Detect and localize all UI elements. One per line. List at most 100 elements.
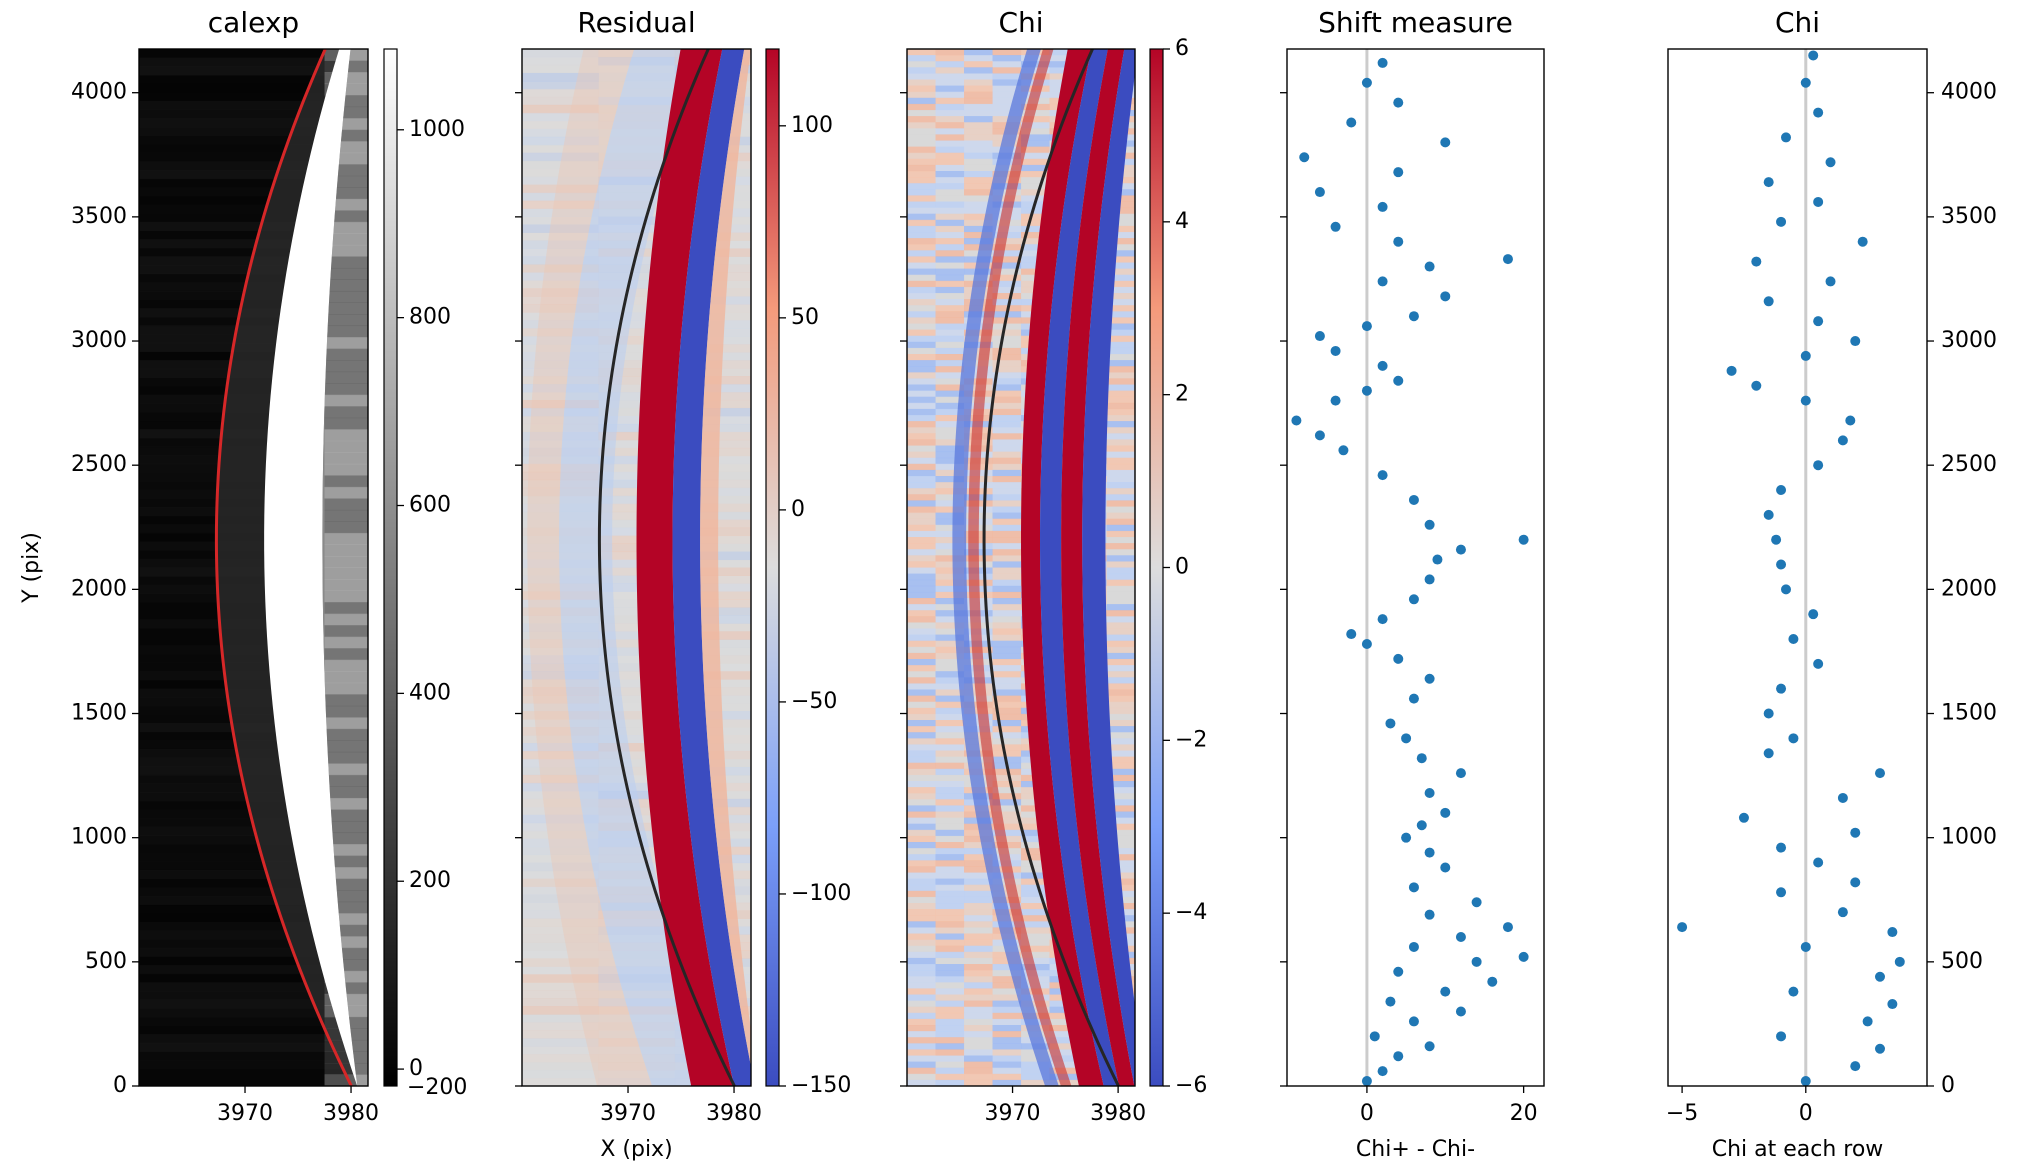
image-row: [139, 144, 368, 154]
image-pixel-row: [992, 811, 1022, 819]
y-tick-label: 2000: [1941, 576, 1997, 601]
colorbar-tick-label: 400: [409, 680, 451, 705]
image-pixel-row: [1021, 842, 1050, 849]
image-pixel-row: [598, 711, 676, 720]
image-row: [139, 187, 368, 197]
image-pixel-row: [907, 1049, 936, 1056]
image-pixel-row: [992, 713, 1022, 721]
image-pixel-row: [935, 433, 965, 440]
colorbar-tick-label: 1000: [409, 117, 465, 142]
image-pixel-row: [522, 360, 599, 369]
image-pixel-row: [935, 500, 965, 507]
image-pixel-row: [964, 91, 993, 99]
plot-area: [522, 49, 751, 1086]
image-pixel-row: [992, 579, 1022, 587]
image-pixel-row: [935, 61, 965, 68]
image-pixel-row: [907, 286, 936, 294]
image-pixel-row: [907, 177, 936, 184]
image-pixel-row: [1106, 402, 1135, 410]
image-pixel-row: [1049, 1018, 1079, 1026]
image-pixel-row: [522, 192, 599, 202]
image-pixel-row: [935, 896, 965, 904]
image-pixel-row: [935, 726, 965, 733]
image-pixel-row: [907, 726, 936, 733]
image-pixel-row: [598, 392, 676, 401]
image-pixel-row: [1049, 1031, 1079, 1038]
image-pixel-row: [964, 860, 993, 867]
image-pixel-row: [907, 994, 936, 1002]
image-pixel-row: [935, 872, 965, 880]
image-pixel-row: [935, 573, 965, 581]
image-pixel-row: [992, 280, 1022, 288]
image-pixel-row: [907, 201, 936, 209]
image-pixel-row: [907, 829, 936, 837]
image-pixel-row: [598, 679, 676, 688]
image-pixel-row: [907, 372, 936, 379]
image-row: [324, 360, 368, 373]
image-pixel-row: [992, 738, 1022, 745]
image-pixel-row: [598, 423, 676, 433]
image-pixel-row: [935, 567, 965, 575]
image-pixel-row: [992, 268, 1022, 276]
image-pixel-row: [1021, 238, 1050, 245]
image-pixel-row: [1106, 408, 1135, 416]
image-pixel-row: [598, 583, 676, 592]
scatter-point: [1299, 152, 1310, 163]
image-pixel-row: [907, 55, 936, 62]
image-pixel-row: [522, 1014, 599, 1023]
image-pixel-row: [992, 469, 1022, 477]
image-pixel-row: [1021, 823, 1050, 831]
image-pixel-row: [1021, 884, 1050, 892]
image-row: [139, 135, 368, 145]
image-pixel-row: [1106, 311, 1135, 318]
image-pixel-row: [992, 476, 1022, 483]
image-pixel-row: [1106, 305, 1135, 312]
image-pixel-row: [907, 768, 936, 776]
image-pixel-row: [1106, 451, 1135, 459]
trace-curve: [214, 49, 353, 1086]
image-pixel-row: [522, 288, 599, 297]
image-pixel-row: [935, 110, 965, 117]
image-pixel-row: [935, 49, 965, 56]
image-pixel-row: [935, 793, 965, 800]
image-pixel-row: [907, 482, 936, 489]
image-pixel-row: [522, 623, 599, 632]
image-pixel-row: [1106, 842, 1135, 849]
image-pixel-row: [935, 982, 965, 989]
scatter-point: [1850, 827, 1861, 838]
image-pixel-row: [1021, 903, 1050, 910]
image-pixel-row: [992, 110, 1022, 117]
image-pixel-row: [964, 976, 993, 983]
trace-curve: [597, 49, 736, 1086]
image-pixel-row: [935, 524, 965, 532]
colorbar-tick-label: −6: [1175, 1073, 1207, 1098]
image-pixel-row: [964, 73, 993, 80]
scatter-point: [1780, 132, 1791, 143]
image-pixel-row: [522, 838, 599, 848]
image-pixel-row: [907, 848, 936, 855]
image-pixel-row: [964, 189, 993, 196]
image-pixel-row: [992, 463, 1022, 471]
image-pixel-row: [598, 376, 676, 385]
colorbar-tick-label: −2: [1175, 727, 1207, 752]
image-pixel-row: [964, 219, 993, 227]
image-pixel-row: [907, 85, 936, 93]
image-pixel-row: [1106, 335, 1135, 343]
image-row: [139, 982, 368, 992]
scatter-point: [1887, 927, 1898, 938]
image-pixel-row: [992, 451, 1022, 459]
image-pixel-row: [992, 988, 1022, 995]
image-pixel-row: [935, 225, 965, 233]
image-pixel-row: [992, 433, 1022, 440]
panel-title: Shift measure: [1318, 6, 1513, 39]
image-pixel-row: [522, 814, 599, 824]
image-row: [139, 852, 368, 862]
scatter-point: [1776, 887, 1787, 898]
image-pixel-row: [992, 360, 1022, 367]
image-pixel-row: [522, 439, 599, 449]
image-pixel-row: [935, 713, 965, 721]
image-pixel-row: [935, 768, 965, 776]
image-row: [324, 417, 368, 430]
image-pixel-row: [907, 732, 936, 739]
image-row: [139, 1051, 368, 1061]
